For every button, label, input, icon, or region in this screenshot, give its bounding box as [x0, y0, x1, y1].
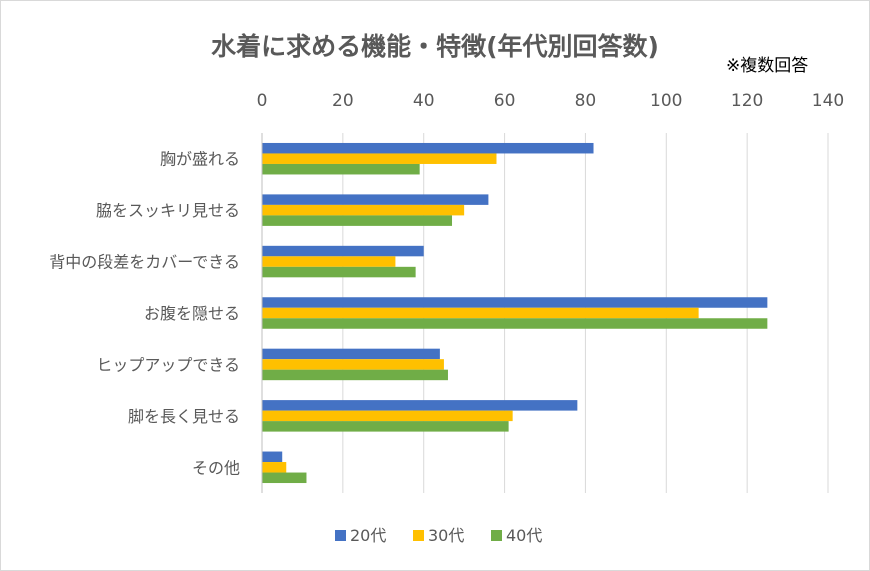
- bar-40代-2: [262, 266, 416, 278]
- bar-30代-3: [262, 307, 699, 319]
- bar-30代-1: [262, 204, 465, 216]
- category-label: 背中の段差をカバーできる: [49, 253, 240, 272]
- chart-note: ※複数回答: [726, 56, 808, 76]
- bar-40代-0: [262, 163, 420, 175]
- x-tick-label: 60: [494, 91, 516, 111]
- bar-30代-2: [262, 256, 396, 267]
- x-tick-label: 20: [332, 91, 354, 111]
- bar-40代-1: [262, 215, 453, 226]
- bar-30代-0: [262, 153, 497, 164]
- legend-label: 30代: [428, 526, 464, 545]
- legend-label: 20代: [350, 526, 386, 545]
- bars: [262, 142, 768, 484]
- legend-swatch: [413, 530, 424, 541]
- legend-label: 40代: [506, 526, 542, 545]
- x-tick-label: 80: [575, 91, 597, 111]
- bar-20代-5: [262, 400, 578, 411]
- bar-20代-2: [262, 245, 424, 257]
- bar-40代-4: [262, 369, 448, 381]
- x-tick-label: 100: [650, 91, 682, 111]
- legend-swatch: [491, 530, 502, 541]
- bar-20代-0: [262, 142, 594, 154]
- bar-40代-5: [262, 421, 509, 432]
- x-tick-label: 40: [413, 91, 435, 111]
- x-tick-label: 0: [257, 91, 268, 111]
- category-label: 脚を長く見せる: [128, 407, 240, 426]
- category-labels: 胸が盛れる脇をスッキリ見せる背中の段差をカバーできるお腹を隠せるヒップアップでき…: [49, 150, 240, 478]
- x-tick-label: 120: [731, 91, 763, 111]
- x-axis-ticks: 0 20 40 60 80 100 120 140: [257, 91, 845, 111]
- bar-20代-6: [262, 451, 283, 463]
- bar-20代-3: [262, 297, 768, 308]
- legend: 20代 30代 40代: [335, 526, 542, 545]
- bar-20代-4: [262, 348, 440, 360]
- category-label: お腹を隠せる: [144, 304, 240, 323]
- category-label: その他: [192, 458, 240, 477]
- legend-swatch: [335, 530, 346, 541]
- bar-30代-4: [262, 359, 444, 370]
- bar-40代-3: [262, 318, 768, 329]
- bar-40代-6: [262, 472, 307, 484]
- bar-30代-6: [262, 462, 287, 473]
- category-label: 脇をスッキリ見せる: [96, 201, 240, 220]
- bar-20代-1: [262, 194, 489, 205]
- x-tick-label: 140: [812, 91, 844, 111]
- category-label: ヒップアップできる: [96, 355, 240, 374]
- category-label: 胸が盛れる: [160, 150, 240, 169]
- bar-30代-5: [262, 410, 513, 422]
- chart-title: 水着に求める機能・特徴(年代別回答数): [211, 32, 659, 61]
